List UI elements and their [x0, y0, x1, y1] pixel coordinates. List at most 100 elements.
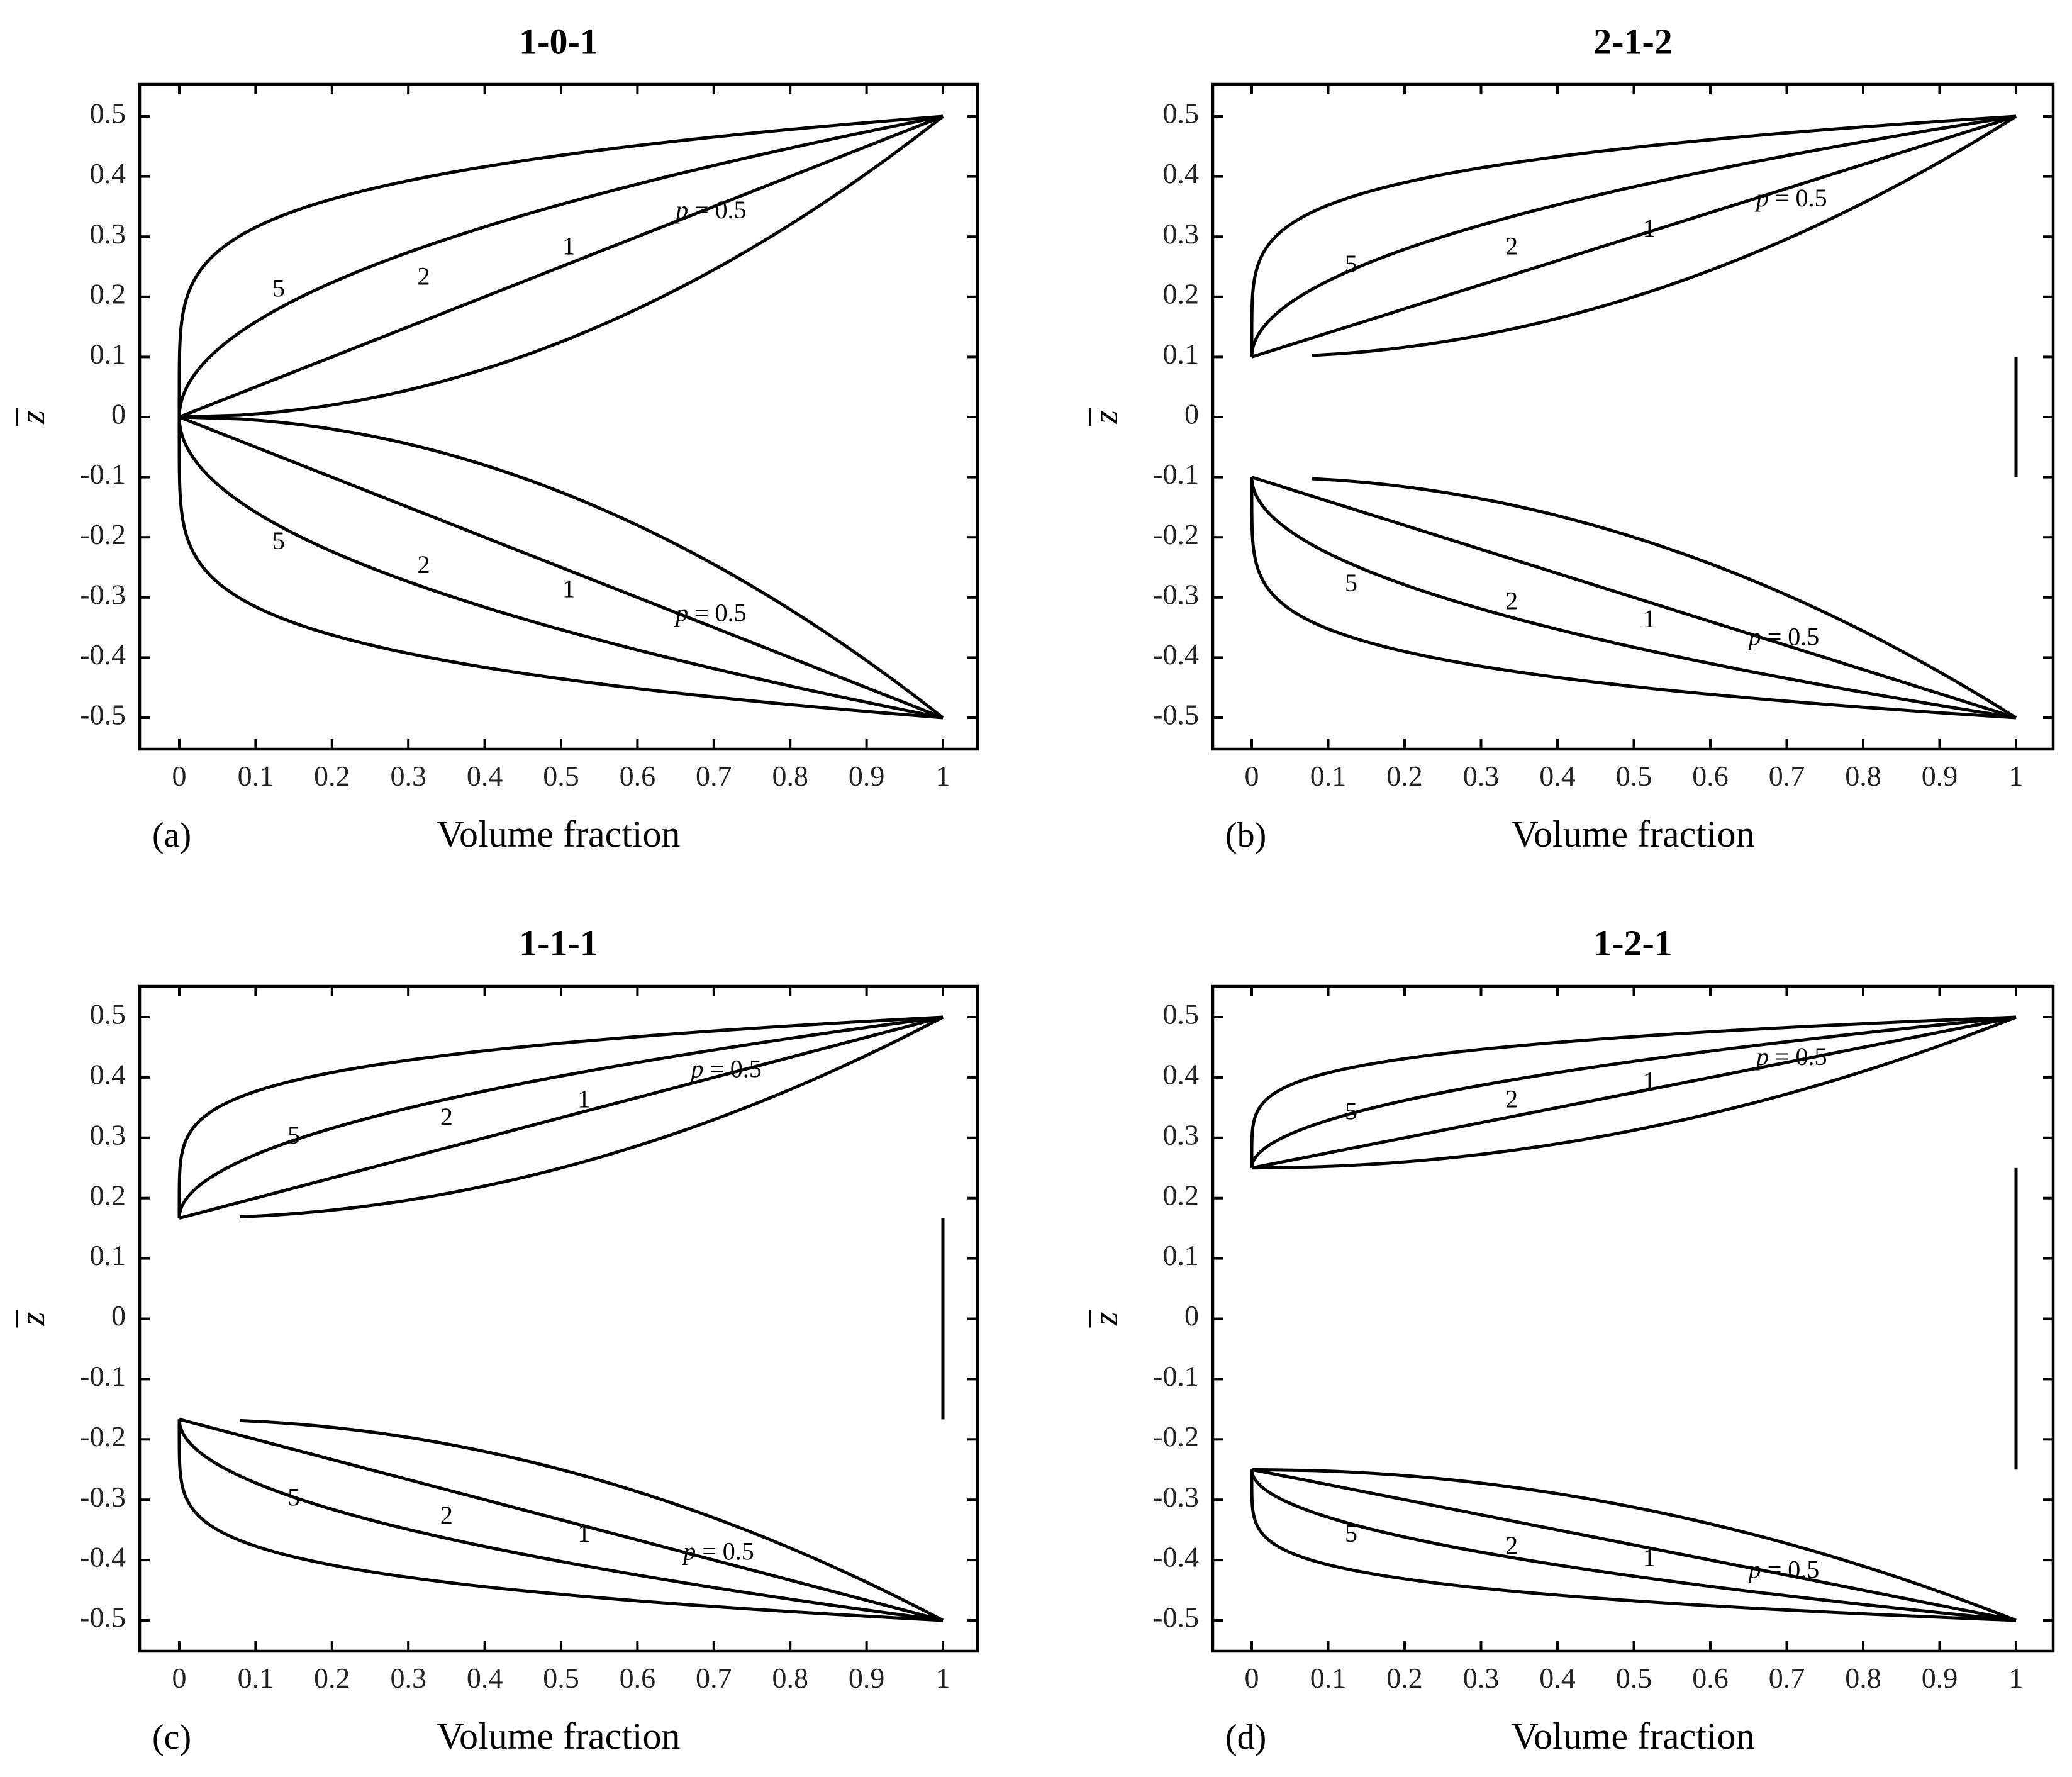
y-tick-label: 0.2: [90, 1179, 126, 1211]
series-line-p0.5-upper: [1251, 1015, 2017, 1170]
curve-label-p05-upper: p = 0.5: [1754, 184, 1827, 212]
y-tick-label: 0.2: [90, 277, 126, 309]
y-axis-label: z: [1086, 410, 1125, 425]
p-value: = 0.5: [1769, 1042, 1827, 1071]
y-tick-label: -0.4: [80, 638, 126, 671]
x-tick-label: 0.4: [467, 1662, 503, 1694]
x-tick-label: 0.8: [1845, 760, 1881, 792]
y-tick-label: 0.2: [1163, 277, 1200, 309]
series-line-p1-upper: [1251, 114, 2017, 359]
plot-frame: [1211, 82, 2055, 751]
x-tick-label: 0.2: [314, 1662, 350, 1694]
series-line-p0.5-upper: [239, 1015, 944, 1219]
y-tick-label: -0.1: [80, 1360, 126, 1392]
y-tick-label: -0.3: [1153, 578, 1199, 610]
x-tick-label: 0.3: [390, 760, 426, 792]
series-line-p5-upper: [177, 1015, 944, 1219]
x-tick-label: 0.6: [620, 760, 656, 792]
y-tick-label: 0.5: [1163, 97, 1200, 130]
chart-panel-1: 1-0-1 0 0.1 0.2 0.3 0.4 0.5 0.6 0.7 0.8 0.9 1 0.5 0.4…: [13, 21, 979, 855]
x-tick-label: 0.6: [1692, 1662, 1729, 1694]
x-tick-label: 0.3: [1463, 760, 1500, 792]
y-tick-label: 0.5: [90, 998, 126, 1030]
x-tick-label: 0: [1245, 760, 1259, 792]
curve-label-p1-lower: 1: [1643, 604, 1656, 633]
curve-label-p2-upper: 2: [440, 1103, 453, 1131]
curve-label-p5-upper: 5: [1345, 250, 1357, 278]
series-line-p2-lower: [177, 416, 944, 720]
panel-label: (a): [152, 816, 191, 855]
chart-panel-2: 2-1-2 0 0.1 0.2 0.3 0.4 0.5 0.6 0.7 0.8 0.9 1 0.5 0.4…: [1086, 21, 2055, 855]
p-symbol: p: [1754, 1042, 1769, 1071]
curve-label-p2-upper: 2: [1505, 231, 1518, 260]
series-line-p1-upper: [1251, 1015, 2017, 1170]
series-line-p5-lower: [1250, 477, 2017, 720]
p-value: = 0.5: [1761, 623, 1820, 651]
curve-label-p2-lower: 2: [1505, 587, 1518, 615]
curve-label-p5-upper: 5: [272, 274, 285, 302]
y-tick-label: -0.1: [1153, 1360, 1199, 1392]
series-line-p1-lower: [1251, 1468, 2017, 1622]
p-value: = 0.5: [1769, 184, 1827, 212]
series-line-p0.5-lower: [239, 1418, 944, 1622]
y-tick-label: 0.5: [90, 97, 126, 130]
x-tick-label: 0.6: [1692, 760, 1729, 792]
y-tick-label: 0.5: [1163, 998, 1200, 1030]
curve-label-p2-lower: 2: [1505, 1531, 1518, 1559]
x-tick-label: 0.9: [849, 760, 885, 792]
y-tick-label: 0.3: [1163, 1118, 1200, 1150]
x-tick-label: 0.1: [1310, 760, 1347, 792]
series-line-p2-upper: [177, 114, 944, 418]
x-tick-label: 0.5: [543, 1662, 579, 1694]
x-tick-label: 0.8: [772, 760, 808, 792]
curve-label-p05-lower: p = 0.5: [681, 1537, 754, 1566]
plot-frame: [138, 984, 979, 1653]
y-axis-label: z: [13, 410, 52, 425]
x-tick-label: 0.5: [1616, 1662, 1652, 1694]
chart-title: 1-0-1: [519, 21, 598, 62]
panel-label: (c): [152, 1718, 191, 1757]
x-tick-label: 0: [1245, 1662, 1259, 1694]
y-tick-label: 0.3: [90, 218, 126, 250]
p-symbol: p: [1754, 184, 1769, 212]
x-tick-label: 0: [172, 1662, 187, 1694]
curve-label-p05-lower: p = 0.5: [1747, 623, 1820, 651]
series-line-p1-lower: [179, 1417, 944, 1622]
y-tick-label: -0.5: [80, 1602, 126, 1634]
curve-label-p2-upper: 2: [1505, 1084, 1518, 1113]
y-tick-label: -0.1: [80, 458, 126, 490]
series-line-p0.5-lower: [1312, 477, 2017, 720]
x-tick-label: 0.9: [1922, 760, 1958, 792]
curve-label-p05-lower: p = 0.5: [1747, 1555, 1820, 1583]
x-tick-label: 0.7: [696, 760, 732, 792]
y-tick-label: 0: [1184, 398, 1199, 430]
p-symbol: p: [674, 196, 688, 224]
series-line-p5-lower: [1250, 1469, 2017, 1622]
x-tick-label: 0.3: [390, 1662, 426, 1694]
x-tick-label: 0.3: [1463, 1662, 1500, 1694]
series-line-p1-upper: [179, 1015, 944, 1220]
y-tick-label: -0.5: [1153, 1602, 1199, 1634]
x-tick-label: 0.9: [849, 1662, 885, 1694]
p-value: = 0.5: [688, 599, 747, 627]
y-tick-label: 0: [1184, 1300, 1199, 1332]
p-value: = 0.5: [703, 1054, 762, 1083]
x-tick-label: 0.1: [238, 760, 274, 792]
series-line-p1-lower: [179, 415, 944, 720]
series-line-p2-upper: [1250, 114, 2017, 357]
curve-label-p5-lower: 5: [272, 526, 285, 555]
y-tick-label: -0.3: [80, 1481, 126, 1513]
y-tick-label: 0.1: [90, 338, 126, 370]
curve-label-p5-lower: 5: [1345, 1519, 1357, 1547]
chart-title: 1-1-1: [519, 922, 598, 963]
x-tick-label: 0.9: [1922, 1662, 1958, 1694]
p-value: = 0.5: [696, 1537, 754, 1566]
y-tick-label: 0.3: [1163, 218, 1200, 250]
series-line-p5-upper: [1250, 114, 2017, 357]
series-line-p0.5-upper: [179, 115, 944, 419]
y-tick-label: 0.1: [1163, 1239, 1200, 1271]
curve-label-p05-upper: p = 0.5: [1754, 1042, 1827, 1071]
x-tick-label: 0.4: [1539, 760, 1576, 792]
x-tick-label: 0.4: [1539, 1662, 1576, 1694]
